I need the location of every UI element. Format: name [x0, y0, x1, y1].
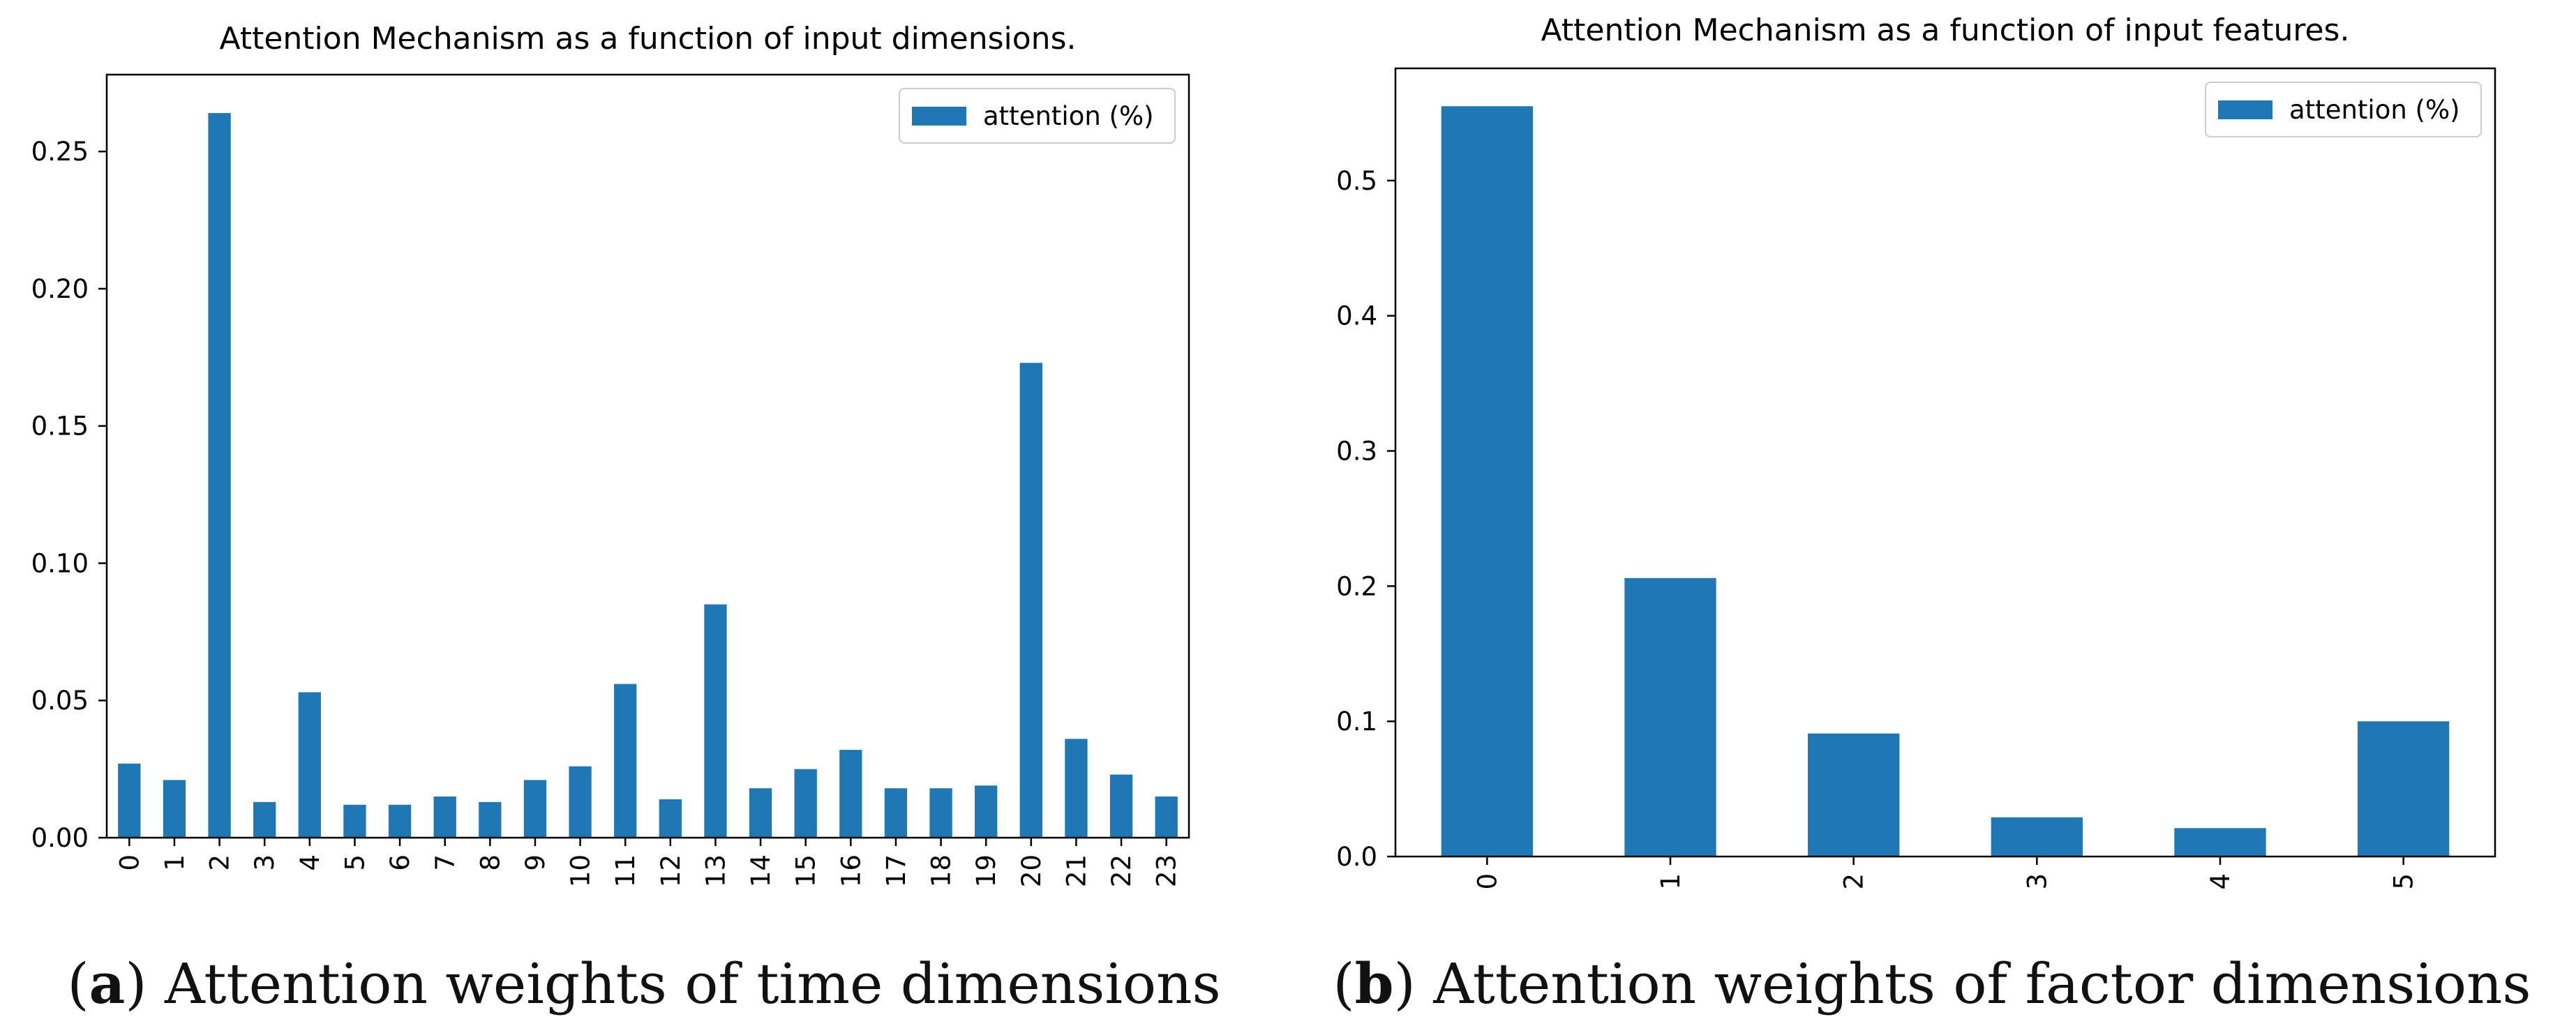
chart-b-title: Attention Mechanism as a function of inp… — [1541, 13, 2350, 48]
caption-a-text: Attention weights of time dimensions — [147, 951, 1221, 1016]
bar-a-20 — [1019, 363, 1042, 838]
x-tick-label-a: 22 — [1107, 854, 1137, 887]
x-tick-label-a: 10 — [566, 854, 596, 887]
chart-a-title: Attention Mechanism as a function of inp… — [220, 21, 1077, 56]
legend-box-b — [2205, 82, 2482, 137]
x-tick-label-b: 5 — [2389, 873, 2419, 890]
bar-a-19 — [975, 785, 998, 838]
y-tick-label-a: 0.20 — [31, 274, 89, 304]
y-tick-label-b: 0.1 — [1336, 707, 1377, 737]
x-tick-label-b: 4 — [2206, 873, 2236, 890]
y-tick-label-b: 0.5 — [1336, 166, 1377, 196]
y-tick-label-b: 0.3 — [1336, 437, 1377, 467]
bar-a-21 — [1065, 739, 1088, 838]
chart-a: Attention Mechanism as a function of inp… — [31, 21, 1190, 887]
y-tick-label-a: 0.10 — [31, 548, 89, 578]
bar-a-9 — [523, 780, 547, 838]
x-tick-label-b: 0 — [1472, 873, 1502, 890]
bar-a-3 — [253, 801, 276, 838]
bar-b-4 — [2174, 828, 2266, 857]
x-tick-label-a: 4 — [295, 854, 325, 871]
legend-b: attention (%) — [2205, 82, 2482, 137]
x-tick-label-a: 21 — [1061, 854, 1091, 887]
y-tick-label-a: 0.00 — [31, 823, 89, 853]
x-tick-label-a: 13 — [701, 854, 731, 887]
bar-a-18 — [929, 788, 952, 838]
x-tick-label-a: 11 — [611, 854, 641, 887]
x-tick-label-a: 17 — [881, 854, 911, 887]
legend-label-a: attention (%) — [983, 101, 1154, 131]
bar-a-12 — [659, 799, 682, 838]
bar-b-5 — [2358, 721, 2450, 857]
x-tick-label-a: 19 — [971, 854, 1001, 887]
caption-b-text: Attention weights of factor dimensions — [1415, 951, 2531, 1016]
x-tick-label-a: 2 — [205, 854, 235, 871]
caption-b-label: b — [1354, 951, 1394, 1016]
x-tick-label-a: 9 — [521, 854, 551, 871]
bar-b-2 — [1808, 733, 1900, 857]
y-tick-label-b: 0.0 — [1336, 842, 1377, 872]
x-tick-label-b: 2 — [1839, 873, 1869, 890]
caption-a-label: a — [89, 951, 126, 1016]
bar-a-8 — [479, 801, 502, 838]
x-tick-label-a: 20 — [1017, 854, 1047, 887]
x-tick-label-b: 3 — [2022, 873, 2052, 890]
x-tick-label-a: 0 — [114, 854, 144, 871]
y-tick-label-a: 0.15 — [31, 412, 89, 442]
bar-a-11 — [614, 684, 637, 838]
bar-b-0 — [1441, 106, 1533, 857]
bar-a-17 — [884, 788, 908, 838]
bar-a-14 — [749, 788, 772, 838]
legend-a: attention (%) — [899, 88, 1176, 144]
bar-a-15 — [794, 769, 817, 838]
legend-swatch-a — [912, 107, 966, 126]
chart-b: Attention Mechanism as a function of inp… — [1336, 13, 2496, 890]
caption-a: (a) Attention weights of time dimensions — [67, 951, 1221, 1016]
legend-swatch-b — [2218, 100, 2272, 119]
bar-a-6 — [388, 804, 412, 838]
x-tick-label-a: 6 — [385, 854, 415, 871]
bar-a-22 — [1109, 774, 1133, 838]
x-tick-label-b: 1 — [1656, 873, 1686, 890]
y-tick-label-b: 0.2 — [1336, 571, 1377, 601]
x-tick-label-a: 8 — [475, 854, 505, 871]
bar-a-10 — [569, 766, 592, 838]
x-tick-label-a: 1 — [160, 854, 190, 871]
x-tick-label-a: 14 — [746, 854, 776, 887]
bar-b-3 — [1991, 817, 2083, 857]
bar-a-5 — [343, 804, 366, 838]
x-tick-label-a: 15 — [791, 854, 821, 887]
bar-a-7 — [433, 796, 456, 838]
x-tick-label-a: 23 — [1152, 854, 1182, 887]
y-tick-label-a: 0.25 — [31, 137, 89, 167]
x-tick-label-a: 5 — [340, 854, 370, 871]
x-tick-label-a: 16 — [836, 854, 866, 887]
caption-b: (b) Attention weights of factor dimensio… — [1333, 951, 2531, 1016]
x-tick-label-a: 3 — [250, 854, 280, 871]
x-tick-label-a: 7 — [430, 854, 460, 871]
bar-a-4 — [298, 692, 321, 838]
bar-a-2 — [208, 113, 231, 838]
y-tick-label-b: 0.4 — [1336, 301, 1377, 331]
y-tick-label-a: 0.05 — [31, 686, 89, 716]
bar-a-16 — [839, 750, 862, 838]
plot-frame-a — [105, 73, 1190, 839]
plot-frame-b — [1394, 67, 2496, 858]
bar-a-23 — [1155, 796, 1178, 838]
legend-label-b: attention (%) — [2289, 95, 2460, 125]
bar-a-13 — [704, 604, 727, 838]
x-tick-label-a: 12 — [656, 854, 686, 887]
legend-box-a — [899, 88, 1176, 144]
bar-b-1 — [1624, 578, 1716, 857]
bar-a-0 — [118, 763, 141, 838]
bar-a-1 — [163, 780, 186, 838]
x-tick-label-a: 18 — [927, 854, 957, 887]
